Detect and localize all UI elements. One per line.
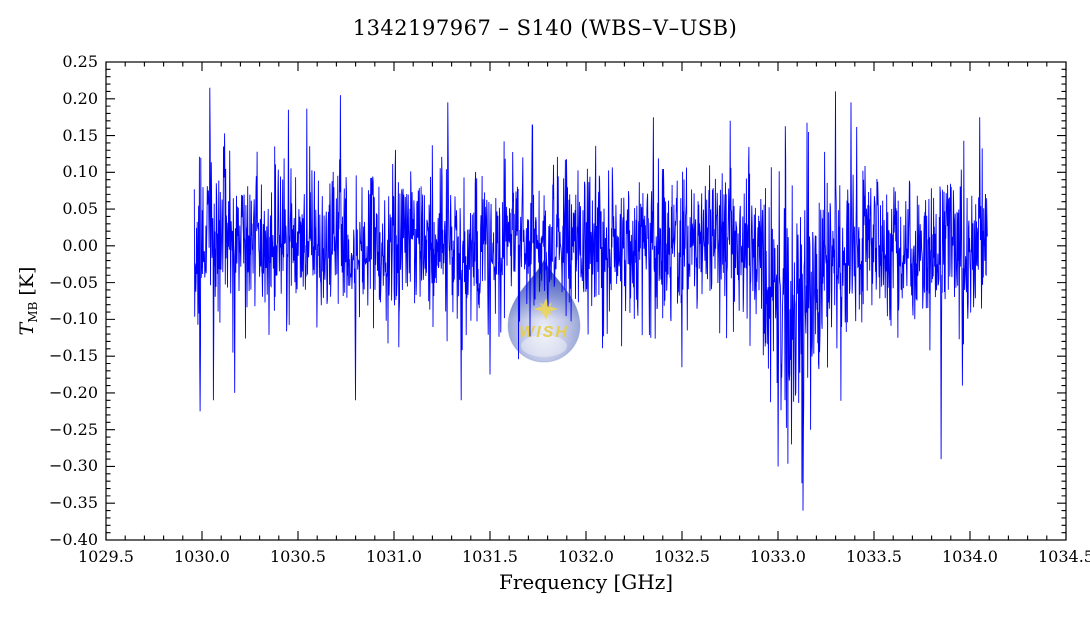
- y-axis-symbol: T: [16, 322, 38, 336]
- y-tick-label: −0.25: [48, 419, 98, 439]
- x-tick-label: 1029.5: [78, 547, 134, 566]
- y-axis-unit: [K]: [16, 266, 38, 302]
- y-axis-subscript: MB: [26, 301, 40, 323]
- x-tick-label: 1030.5: [270, 547, 326, 566]
- plot-frame: [105, 61, 1067, 541]
- x-tick-label: 1032.0: [558, 547, 614, 566]
- y-tick-label: −0.15: [48, 346, 98, 366]
- x-tick-label: 1031.5: [462, 547, 518, 566]
- y-tick-label: 0.00: [62, 235, 98, 255]
- y-tick-label: −0.35: [48, 493, 98, 513]
- y-tick-label: 0.20: [62, 88, 98, 108]
- y-tick-label: 0.10: [62, 162, 98, 182]
- spectrum-trace: [193, 87, 988, 511]
- y-tick-label: 0.05: [62, 199, 98, 219]
- x-tick-label: 1033.5: [846, 547, 902, 566]
- y-tick-label: −0.30: [48, 456, 98, 476]
- axis-ticks: [105, 61, 1067, 541]
- x-axis-title: Frequency [GHz]: [498, 570, 674, 594]
- plot-title: 1342197967 – S140 (WBS–V–USB): [352, 16, 738, 40]
- x-tick-label: 1033.0: [750, 547, 806, 566]
- wish-logo-highlight: [521, 335, 567, 357]
- x-tick-label: 1030.0: [174, 547, 230, 566]
- y-tick-label: −0.05: [48, 272, 98, 292]
- y-tick-label: −0.20: [48, 382, 98, 402]
- x-tick-label: 1032.5: [654, 547, 710, 566]
- x-tick-label: 1031.0: [366, 547, 422, 566]
- y-tick-label: −0.40: [48, 530, 98, 549]
- y-axis-title: TMB [K]: [16, 221, 40, 381]
- y-tick-label: 0.25: [62, 52, 98, 71]
- wish-logo-star-icon: [533, 298, 559, 320]
- x-tick-label: 1034.0: [942, 547, 998, 566]
- x-tick-label: 1034.5: [1038, 547, 1090, 566]
- y-tick-label: 0.15: [62, 125, 98, 145]
- y-tick-label: −0.10: [48, 309, 98, 329]
- wish-logo-text: WISH: [519, 324, 569, 341]
